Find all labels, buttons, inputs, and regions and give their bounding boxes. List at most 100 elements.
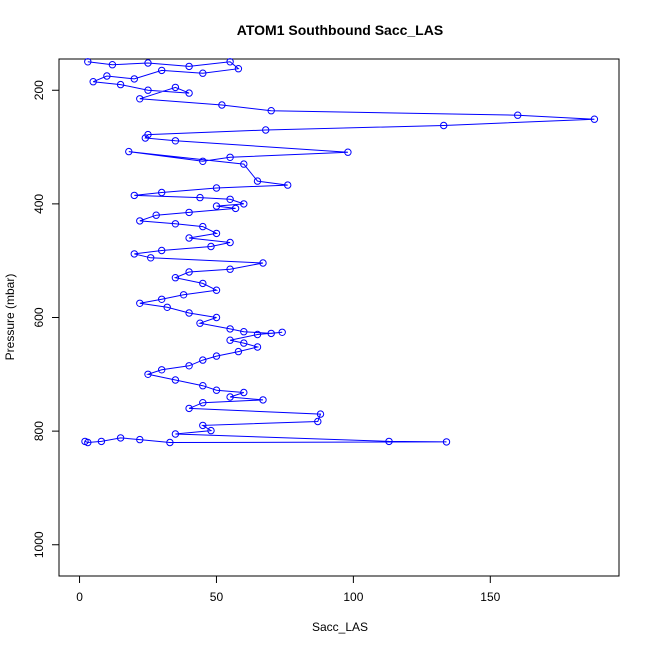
data-point [171, 220, 180, 228]
data-point [136, 435, 144, 444]
data-point [226, 265, 234, 273]
data-point [136, 217, 144, 225]
data-point [185, 362, 193, 370]
data-point [344, 148, 352, 156]
data-point [231, 204, 240, 213]
data-point [185, 62, 193, 71]
data-point [171, 376, 180, 384]
data-point [116, 434, 125, 442]
data-point [158, 366, 166, 374]
data-point [212, 286, 221, 294]
data-point [212, 386, 221, 394]
data-point [207, 426, 215, 435]
data-point [199, 399, 207, 407]
data-point [314, 417, 322, 426]
data-point [212, 229, 221, 238]
y-axis-label: Pressure (mbar) [3, 274, 17, 361]
data-point [278, 328, 286, 336]
data-point [226, 336, 234, 344]
data-point [440, 121, 448, 130]
data-point [84, 58, 92, 66]
data-point [253, 177, 262, 185]
data-point [240, 388, 248, 397]
data-point [226, 58, 234, 66]
data-point [103, 72, 111, 80]
data-point [234, 347, 243, 356]
data-point [262, 126, 270, 134]
data-point [147, 254, 155, 262]
data-point [171, 83, 180, 92]
data-point [81, 437, 89, 446]
data-point [212, 313, 221, 322]
data-point [136, 95, 144, 103]
data-point [240, 339, 248, 347]
data-point [116, 80, 125, 89]
data-point [212, 352, 221, 360]
data-point [108, 60, 117, 69]
data-point [514, 111, 522, 119]
y-tick-label: 600 [32, 307, 46, 327]
data-point [226, 153, 234, 162]
data-point [185, 234, 193, 242]
data-point [240, 160, 248, 168]
chart-title: ATOM1 Southbound Sacc_LAS [237, 22, 443, 38]
data-point [385, 437, 393, 446]
data-point [185, 404, 193, 413]
data-points [81, 58, 599, 447]
data-point [207, 242, 215, 251]
data-point [144, 370, 152, 378]
data-point [152, 211, 160, 219]
data-point [226, 393, 234, 401]
data-point [97, 437, 106, 446]
y-tick-label: 400 [32, 194, 46, 214]
data-point [158, 246, 166, 255]
data-point [125, 147, 133, 156]
data-point [218, 101, 226, 109]
data-point [185, 309, 193, 317]
data-point [234, 65, 243, 73]
data-point [158, 66, 166, 75]
series-line [84, 61, 595, 444]
data-point [226, 195, 234, 204]
data-point [166, 438, 174, 447]
data-point [144, 86, 152, 94]
data-point [171, 274, 180, 282]
data-point [284, 181, 292, 189]
data-point [212, 184, 221, 192]
x-tick-label: 100 [343, 590, 363, 604]
x-tick-label: 0 [76, 590, 83, 604]
data-point [212, 202, 221, 210]
data-point [171, 137, 180, 145]
data-point [240, 200, 248, 208]
data-point [259, 259, 267, 267]
x-tick-label: 50 [210, 590, 224, 604]
data-point [267, 107, 275, 115]
data-point [199, 157, 207, 166]
data-point [259, 396, 267, 404]
data-point [267, 329, 275, 338]
x-tick-label: 150 [480, 590, 500, 604]
data-point [130, 250, 139, 258]
data-point [136, 299, 144, 307]
data-point [316, 410, 325, 418]
y-axis: 200 400 600 800 1000 [32, 80, 60, 558]
data-point [199, 356, 207, 364]
series-line-path [84, 61, 595, 444]
data-point [253, 330, 262, 339]
y-tick-label: 800 [32, 421, 46, 441]
data-point [253, 343, 262, 351]
data-point [89, 78, 97, 86]
data-point [158, 188, 166, 197]
x-axis-label: Sacc_LAS [312, 620, 368, 634]
data-point [226, 238, 234, 247]
data-point [130, 75, 139, 83]
data-point [199, 382, 207, 390]
data-point [240, 328, 248, 336]
data-point [199, 222, 207, 231]
x-axis: 0 50 100 150 [76, 575, 501, 604]
data-point [226, 325, 234, 333]
data-point [442, 438, 451, 446]
y-tick-label: 1000 [32, 531, 46, 558]
data-point [179, 291, 188, 299]
